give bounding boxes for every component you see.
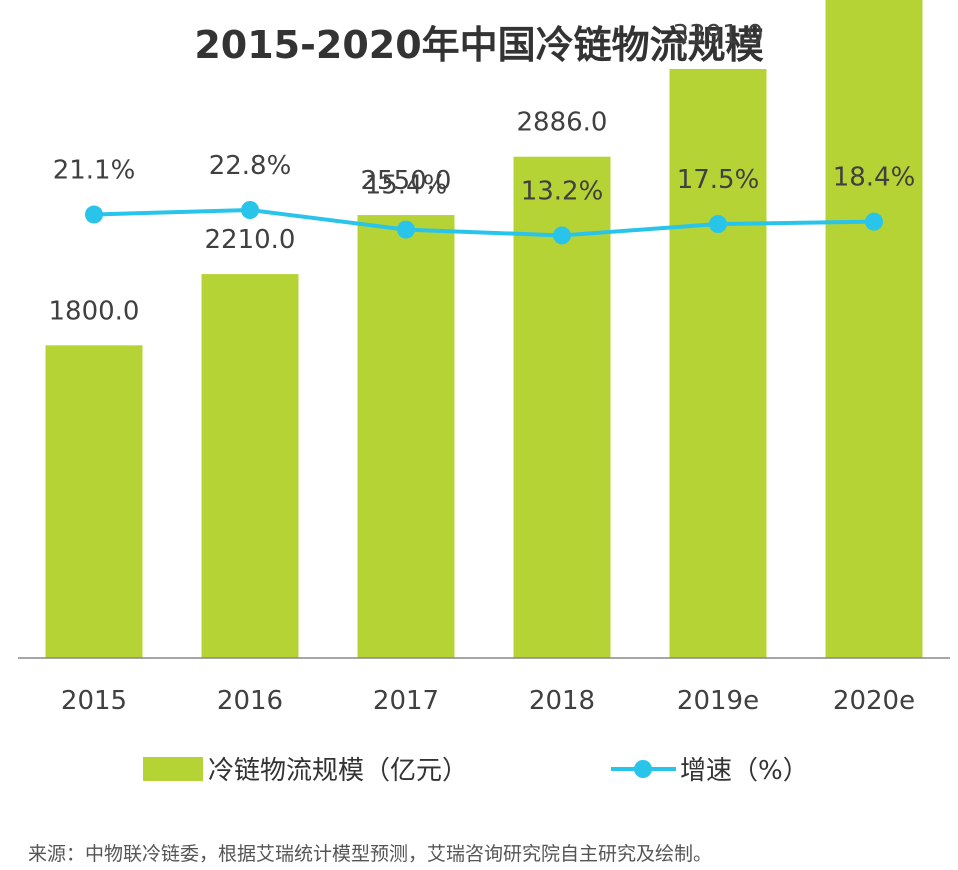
growth-rate-point xyxy=(865,212,883,231)
bar-value-label: 3391.0 xyxy=(673,20,764,50)
bar-2020e xyxy=(825,0,923,659)
legend-swatch-bar xyxy=(143,757,203,781)
legend-label-line: 增速（%） xyxy=(680,756,809,786)
growth-rate-point xyxy=(709,215,727,234)
bar-2016 xyxy=(201,274,299,658)
x-tick-labels: 2015 2016 2017 2018 2019e 2020e xyxy=(61,686,915,716)
growth-rate-label: 15.4% xyxy=(365,171,448,201)
source-note: 来源：中物联冷链委，根据艾瑞统计模型预测，艾瑞咨询研究院自主研究及绘制。 xyxy=(28,843,712,865)
legend-swatch-marker xyxy=(634,760,652,778)
x-tick-label: 2015 xyxy=(61,686,127,716)
growth-rate-label: 13.2% xyxy=(521,176,604,206)
growth-rate-point xyxy=(85,205,103,224)
bar-2017 xyxy=(357,215,455,658)
x-tick-label: 2020e xyxy=(833,686,915,716)
growth-rate-label: 18.4% xyxy=(833,163,916,193)
bar-value-label: 2886.0 xyxy=(517,108,608,138)
growth-rate-label: 17.5% xyxy=(677,165,760,195)
chart-title: 2015-2020年中国冷链物流规模 xyxy=(194,23,763,67)
legend-label-bar: 冷链物流规模（亿元） xyxy=(208,756,468,786)
bar-value-label: 2550.0 xyxy=(361,166,452,196)
growth-rate-line xyxy=(93,208,875,238)
bar-2019e xyxy=(669,68,767,659)
x-tick-label: 2018 xyxy=(529,686,595,716)
growth-rate-point xyxy=(397,220,415,239)
line-layer: 21.1% 22.8% 15.4% 13.2% 17.5% 18.4% xyxy=(53,151,916,245)
growth-rate-label: 22.8% xyxy=(209,151,292,181)
legend: 冷链物流规模（亿元） 增速（%） xyxy=(143,756,809,786)
bar-2015 xyxy=(45,345,143,658)
growth-rate-label: 21.1% xyxy=(53,156,136,186)
growth-rate-point xyxy=(241,201,259,219)
x-tick-label: 2017 xyxy=(373,686,439,716)
bar-value-label: 2210.0 xyxy=(205,225,296,255)
x-tick-label: 2019e xyxy=(677,686,759,716)
x-tick-label: 2016 xyxy=(217,686,283,716)
growth-rate-point xyxy=(553,226,571,245)
bar-value-label: 1800.0 xyxy=(49,296,140,326)
